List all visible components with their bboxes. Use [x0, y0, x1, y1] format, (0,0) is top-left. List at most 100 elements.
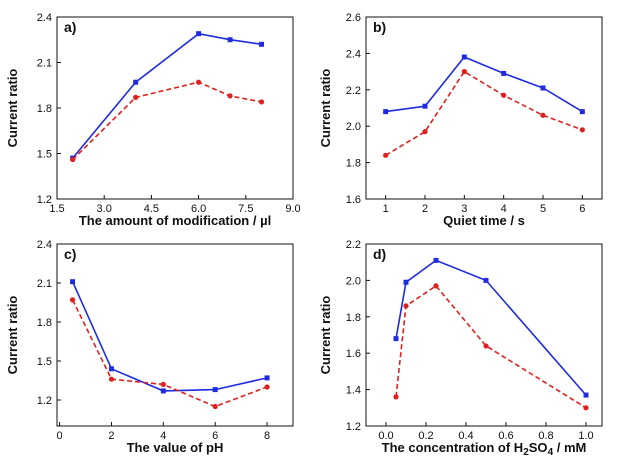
y-tick-label: 1.8 — [37, 103, 52, 115]
data-point — [433, 283, 439, 289]
x-axis-title: The amount of modification / µl — [79, 213, 271, 228]
series-line-2 — [72, 81, 262, 161]
plot-frame — [365, 243, 603, 427]
data-point — [133, 94, 139, 100]
y-tick-label: 1.2 — [37, 395, 52, 407]
x-tick-label: 0 — [57, 430, 63, 442]
data-point — [393, 336, 399, 342]
series-line-1 — [72, 32, 262, 159]
x-tick-label: 6.0 — [191, 203, 206, 215]
x-tick-label: 0.2 — [418, 430, 433, 442]
series-line-2 — [395, 284, 587, 409]
data-point — [227, 37, 233, 43]
series-layer — [69, 279, 270, 410]
x-tick-label: 1 — [383, 203, 389, 215]
data-point — [501, 70, 507, 76]
data-point — [403, 279, 409, 285]
data-point — [264, 375, 270, 381]
x-axis-title-part: SO — [529, 440, 548, 455]
data-point — [70, 279, 76, 285]
x-tick-label: 3.0 — [97, 203, 112, 215]
data-point — [108, 366, 114, 372]
data-point — [264, 384, 270, 390]
y-tick-label: 1.4 — [346, 385, 361, 397]
data-point — [196, 31, 202, 37]
data-point — [461, 54, 467, 60]
x-tick-label: 1.5 — [49, 203, 64, 215]
y-tick-label: 1.8 — [37, 317, 52, 329]
plot-frame — [56, 243, 294, 427]
x-tick-label: 4 — [501, 203, 507, 215]
panel-label: a) — [64, 19, 76, 35]
data-point — [108, 376, 115, 382]
x-tick-label: 4.5 — [144, 203, 159, 215]
data-point — [70, 156, 76, 163]
y-axis-title: Current ratio — [318, 296, 333, 375]
tick-group: 0 2 4 6 8 1.2 1.5 1.8 2.1 2.4 — [37, 239, 270, 442]
y-axis-title: Current ratio — [318, 69, 333, 148]
data-point — [227, 93, 233, 99]
x-tick-label: 4 — [160, 430, 166, 442]
panel-label: b) — [373, 19, 386, 35]
data-point — [540, 112, 546, 118]
y-tick-label: 2.1 — [37, 278, 52, 290]
x-axis-title-sub: 4 — [548, 447, 554, 458]
panel-d: d) The concentration of H2SO4 / mM Curre… — [318, 239, 603, 458]
data-point — [258, 99, 265, 105]
data-point — [583, 392, 589, 398]
panel-b: b) Quiet time / s Current ratio 1 2 3 4 5 6 1.… — [318, 12, 603, 228]
y-tick-label: 2.0 — [346, 275, 361, 287]
y-tick-label: 1.8 — [346, 158, 361, 170]
data-point — [393, 394, 399, 400]
x-axis-title: The value of pH — [127, 440, 224, 455]
panel-a: a) The amount of modification / µl Curre… — [5, 12, 301, 228]
y-tick-label: 2.1 — [37, 58, 52, 70]
y-tick-label: 2.2 — [346, 85, 361, 97]
x-axis-title: The concentration of H2SO4 / mM — [382, 440, 587, 458]
data-point — [501, 92, 507, 98]
data-point — [540, 85, 546, 91]
plot-frame — [365, 16, 603, 200]
panel-label: d) — [373, 246, 386, 262]
data-point — [212, 403, 218, 410]
y-tick-label: 1.5 — [37, 149, 52, 161]
series-layer — [393, 257, 589, 411]
y-tick-label: 1.5 — [37, 356, 52, 368]
data-point — [579, 109, 585, 115]
x-axis-title: Quiet time / s — [443, 213, 525, 228]
data-point — [433, 257, 439, 263]
data-point — [160, 388, 166, 394]
data-point — [160, 381, 166, 387]
y-tick-label: 2.0 — [346, 121, 361, 133]
data-point — [403, 303, 409, 309]
panel-label: c) — [64, 246, 76, 262]
y-tick-label: 2.4 — [37, 12, 52, 24]
y-tick-label: 2.4 — [37, 239, 52, 251]
tick-group: 1 2 3 4 5 6 1.6 1.8 2.0 2.2 2.4 2.6 — [346, 12, 586, 215]
data-point — [259, 41, 265, 47]
x-tick-label: 8 — [264, 430, 270, 442]
x-tick-label: 2 — [108, 430, 114, 442]
y-tick-label: 2.4 — [346, 48, 361, 60]
data-point — [483, 343, 489, 349]
y-axis-title: Current ratio — [5, 69, 20, 148]
x-axis-title-part: The concentration of H — [382, 440, 524, 455]
series-line-2 — [385, 70, 583, 156]
data-point — [133, 79, 139, 85]
series-layer — [70, 31, 265, 163]
x-tick-label: 0.6 — [498, 430, 513, 442]
series-line-1 — [395, 259, 587, 396]
x-tick-label: 0.8 — [538, 430, 553, 442]
y-tick-label: 1.2 — [37, 194, 52, 206]
data-point — [69, 297, 76, 303]
y-tick-label: 1.6 — [346, 194, 361, 206]
x-tick-label: 1.0 — [578, 430, 593, 442]
data-point — [422, 129, 428, 135]
data-point — [212, 387, 218, 393]
y-tick-label: 2.2 — [346, 239, 361, 251]
y-tick-label: 1.6 — [346, 348, 361, 360]
x-axis-title-part: / mM — [553, 440, 586, 455]
data-point — [583, 405, 589, 411]
series-layer — [383, 54, 585, 158]
y-tick-label: 1.2 — [346, 421, 361, 433]
